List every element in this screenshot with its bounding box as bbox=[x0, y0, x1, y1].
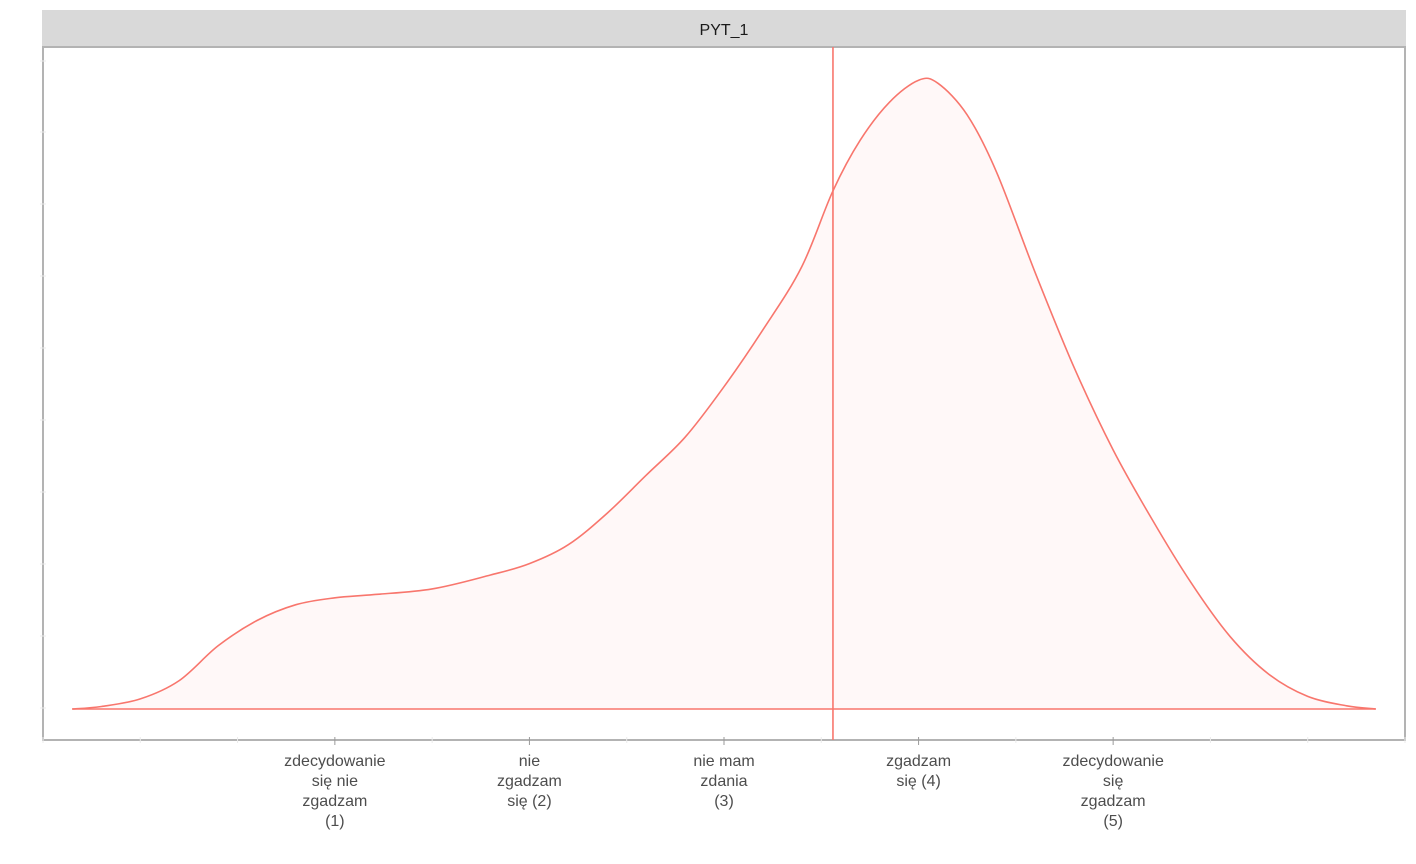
x-tick-label-2-line-1: nie bbox=[519, 753, 540, 770]
facet-strip bbox=[42, 10, 1406, 46]
x-tick-label-5-line-3: zgadzam bbox=[1081, 793, 1146, 810]
x-tick-label-3-line-1: nie mam bbox=[693, 753, 754, 770]
x-tick-label-3: nie mam zdania (3) bbox=[693, 753, 754, 810]
x-tick-label-2-line-2: zgadzam bbox=[497, 773, 562, 790]
density-area bbox=[72, 78, 1376, 710]
x-tick-label-4-line-2: się (4) bbox=[896, 773, 940, 790]
x-axis-labels: zdecydowanie się nie zgadzam (1) nie zgadzam s… bbox=[284, 753, 1164, 830]
facet-strip-label: PYT_1 bbox=[700, 22, 749, 39]
x-tick-label-5-line-2: się bbox=[1103, 773, 1124, 790]
x-tick-label-1-line-4: (1) bbox=[325, 813, 345, 830]
x-tick-label-5-line-4: (5) bbox=[1103, 813, 1123, 830]
x-tick-label-3-line-2: zdania bbox=[700, 773, 747, 790]
x-tick-label-3-line-3: (3) bbox=[714, 793, 734, 810]
x-tick-label-5: zdecydowanie się zgadzam (5) bbox=[1062, 753, 1164, 830]
x-tick-label-1: zdecydowanie się nie zgadzam (1) bbox=[284, 753, 386, 830]
x-tick-label-1-line-3: zgadzam bbox=[302, 793, 367, 810]
x-tick-label-1-line-1: zdecydowanie bbox=[284, 753, 386, 770]
x-tick-label-1-line-2: się nie bbox=[312, 773, 358, 790]
x-tick-label-2-line-3: się (2) bbox=[507, 793, 551, 810]
x-tick-label-4-line-1: zgadzam bbox=[886, 753, 951, 770]
y-axis-ticks bbox=[40, 60, 46, 709]
x-tick-label-2: nie zgadzam się (2) bbox=[497, 753, 562, 810]
x-tick-label-5-line-1: zdecydowanie bbox=[1062, 753, 1164, 770]
density-line bbox=[72, 77, 1376, 710]
x-axis-ticks bbox=[42, 737, 1406, 745]
x-tick-label-4: zgadzam się (4) bbox=[886, 753, 951, 790]
plot-panel bbox=[42, 46, 1406, 741]
